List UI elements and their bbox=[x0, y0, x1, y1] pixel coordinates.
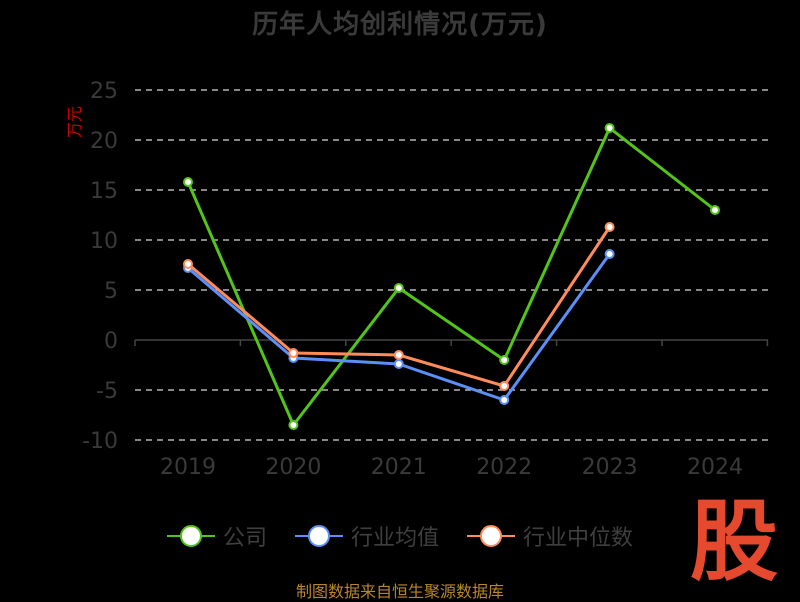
data-point bbox=[499, 381, 510, 391]
data-point bbox=[288, 420, 299, 430]
data-point bbox=[499, 355, 510, 365]
legend-swatch-industry-median bbox=[467, 524, 515, 548]
y-tick-label: 5 bbox=[104, 279, 118, 304]
legend-item-industry-mean[interactable]: 行业均值 bbox=[294, 520, 439, 552]
data-point bbox=[604, 222, 615, 232]
x-tick-label: 2019 bbox=[160, 455, 216, 480]
legend-swatch-company bbox=[166, 524, 215, 548]
data-source-note: 制图数据来自恒生聚源数据库 bbox=[295, 582, 504, 601]
x-tick-label: 2024 bbox=[687, 455, 743, 480]
brand-logo: 股 bbox=[690, 490, 779, 593]
y-tick-label: -5 bbox=[96, 379, 118, 404]
series-line bbox=[186, 126, 716, 427]
y-tick-label: 25 bbox=[90, 79, 118, 104]
y-tick-label: 10 bbox=[90, 229, 118, 254]
data-point bbox=[183, 177, 193, 187]
y-tick-label: 15 bbox=[90, 179, 118, 204]
legend-label-industry-mean: 行业均值 bbox=[350, 526, 439, 551]
y-tick-label: 20 bbox=[90, 129, 118, 154]
y-axis-label: 万元 bbox=[65, 106, 84, 138]
data-point bbox=[710, 205, 720, 215]
x-tick-label: 2020 bbox=[265, 455, 321, 480]
y-tick-label: 0 bbox=[104, 329, 118, 354]
data-point bbox=[288, 348, 299, 358]
data-point bbox=[183, 259, 193, 269]
data-point bbox=[393, 283, 404, 293]
legend-label-company: 公司 bbox=[222, 526, 267, 551]
chart-title: 历年人均创利情况(万元) bbox=[252, 10, 548, 40]
y-tick-label: -10 bbox=[82, 429, 118, 454]
data-point bbox=[393, 359, 404, 369]
legend: 公司 行业均值 行业中位数 bbox=[0, 520, 800, 552]
legend-swatch-industry-mean bbox=[294, 524, 343, 548]
legend-item-company[interactable]: 公司 bbox=[166, 520, 267, 552]
data-point bbox=[604, 123, 615, 133]
x-tick-label: 2023 bbox=[582, 455, 638, 480]
legend-label-industry-median: 行业中位数 bbox=[523, 526, 634, 551]
x-tick-label: 2021 bbox=[371, 455, 427, 480]
legend-item-industry-median[interactable]: 行业中位数 bbox=[467, 520, 633, 552]
data-point bbox=[499, 395, 510, 405]
data-point bbox=[604, 249, 615, 259]
x-tick-label: 2022 bbox=[476, 455, 532, 480]
data-point bbox=[393, 350, 404, 360]
